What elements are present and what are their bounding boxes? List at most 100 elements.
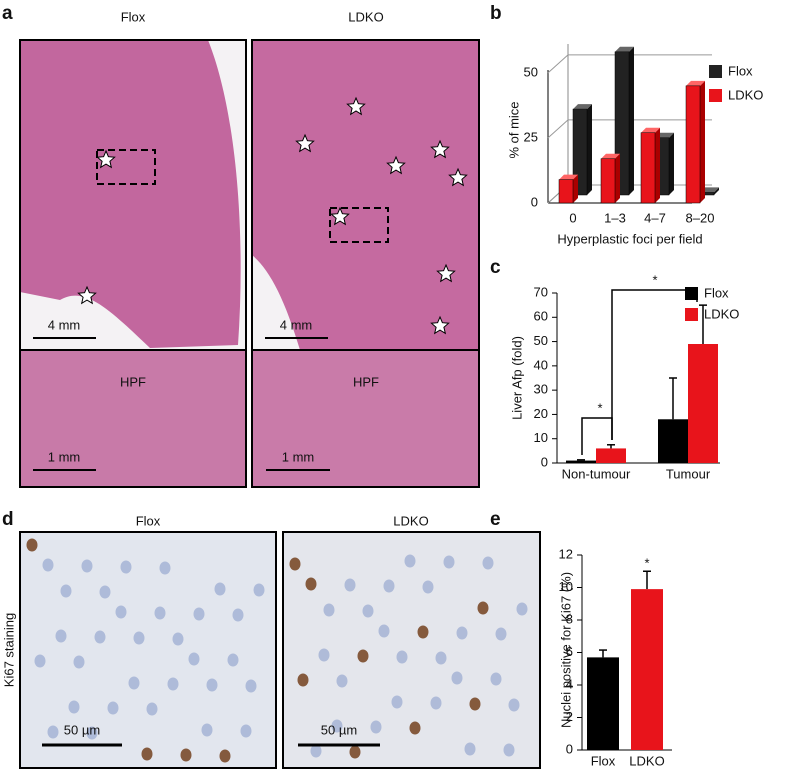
nucleus	[417, 625, 429, 639]
image-title: Flox	[136, 513, 161, 528]
nucleus	[344, 578, 356, 592]
y-tick-label: 12	[559, 546, 573, 561]
nucleus	[55, 629, 67, 643]
nucleus	[490, 672, 502, 686]
star	[436, 263, 456, 283]
x-tick-label: 4–7	[644, 210, 666, 225]
star	[77, 285, 97, 305]
y-axis-label: Nuclei positive for Ki67 (%)	[558, 572, 573, 728]
y-tick-label: 10	[534, 430, 548, 445]
nucleus	[133, 631, 145, 645]
row-label: Ki67 staining	[1, 613, 16, 687]
y-tick-label: 25	[524, 129, 538, 144]
nucleus	[214, 582, 226, 596]
zoom-box	[96, 149, 156, 185]
panel-letter: d	[2, 509, 14, 530]
y-tick-label: 70	[534, 284, 548, 299]
y-tick-label: 10	[559, 579, 573, 594]
star	[295, 133, 315, 153]
nucleus	[240, 724, 252, 738]
x-axis-label: Hyperplastic foci per field	[557, 231, 702, 246]
nucleus	[94, 630, 106, 644]
nucleus	[464, 742, 476, 756]
y-tick-label: 4	[566, 676, 573, 691]
scale-label: 4 mm	[48, 317, 81, 332]
nucleus	[146, 702, 158, 716]
y-tick-label: 0	[531, 194, 538, 209]
scale-label: 50 µm	[64, 722, 100, 737]
x-tick-label: LDKO	[629, 753, 664, 768]
nucleus	[469, 697, 481, 711]
nucleus	[227, 653, 239, 667]
nucleus	[73, 655, 85, 669]
x-tick-label: Non-tumour	[562, 466, 631, 481]
nucleus	[232, 608, 244, 622]
legend-label: Flox	[728, 63, 753, 78]
nucleus	[167, 677, 179, 691]
star	[330, 206, 350, 226]
bar-side	[700, 80, 705, 203]
nucleus	[456, 626, 468, 640]
y-tick-label: 30	[534, 382, 548, 397]
nucleus	[245, 679, 257, 693]
y-tick-label: 60	[534, 309, 548, 324]
grid-line	[547, 119, 712, 139]
bar-top	[559, 174, 578, 180]
scale-label: 4 mm	[280, 317, 313, 332]
bar	[685, 85, 701, 204]
nucleus	[331, 719, 343, 733]
y-axis-label: % of mice	[506, 101, 521, 158]
legend-swatch	[685, 287, 698, 300]
nucleus	[404, 554, 416, 568]
nucleus	[154, 606, 166, 620]
legend-label: Flox	[704, 285, 729, 300]
image-title: LDKO	[348, 9, 383, 24]
inset-label: HPF	[353, 374, 379, 389]
nucleus	[172, 632, 184, 646]
legend-label: LDKO	[704, 306, 739, 321]
bar-side	[669, 132, 674, 195]
liver-image	[252, 40, 479, 350]
nucleus	[297, 673, 309, 687]
nucleus	[508, 698, 520, 712]
bar-side	[587, 104, 592, 195]
nucleus	[443, 555, 455, 569]
nucleus	[336, 674, 348, 688]
nucleus	[68, 700, 80, 714]
y-axis-label: Liver Afp (fold)	[509, 336, 524, 420]
annotation: *	[652, 272, 657, 287]
nucleus	[323, 603, 335, 617]
nucleus	[141, 747, 153, 761]
nucleus	[60, 584, 72, 598]
bar-side	[714, 187, 719, 195]
liver-image	[20, 40, 241, 348]
nucleus	[42, 558, 54, 572]
nucleus	[219, 749, 231, 763]
hpf-image	[19, 349, 247, 488]
legend-swatch	[709, 65, 722, 78]
nucleus	[188, 652, 200, 666]
nucleus	[349, 745, 361, 759]
legend-swatch	[685, 308, 698, 321]
nucleus	[383, 579, 395, 593]
nucleus	[482, 556, 494, 570]
bar-side	[573, 174, 578, 203]
nucleus	[206, 678, 218, 692]
nucleus	[422, 580, 434, 594]
y-tick-label: 40	[534, 357, 548, 372]
nucleus	[305, 577, 317, 591]
scale-label: 1 mm	[282, 449, 315, 464]
panel-letter: e	[490, 509, 501, 530]
annotation: *	[644, 555, 649, 570]
nucleus	[357, 649, 369, 663]
bar-top	[601, 153, 620, 159]
nucleus	[180, 748, 192, 762]
nucleus	[310, 744, 322, 758]
x-tick-label: Flox	[591, 753, 616, 768]
nucleus	[396, 650, 408, 664]
bar-top	[615, 46, 634, 52]
star	[386, 155, 406, 175]
x-tick-label: 8–20	[686, 210, 715, 225]
star	[430, 315, 450, 335]
bar	[600, 158, 616, 204]
